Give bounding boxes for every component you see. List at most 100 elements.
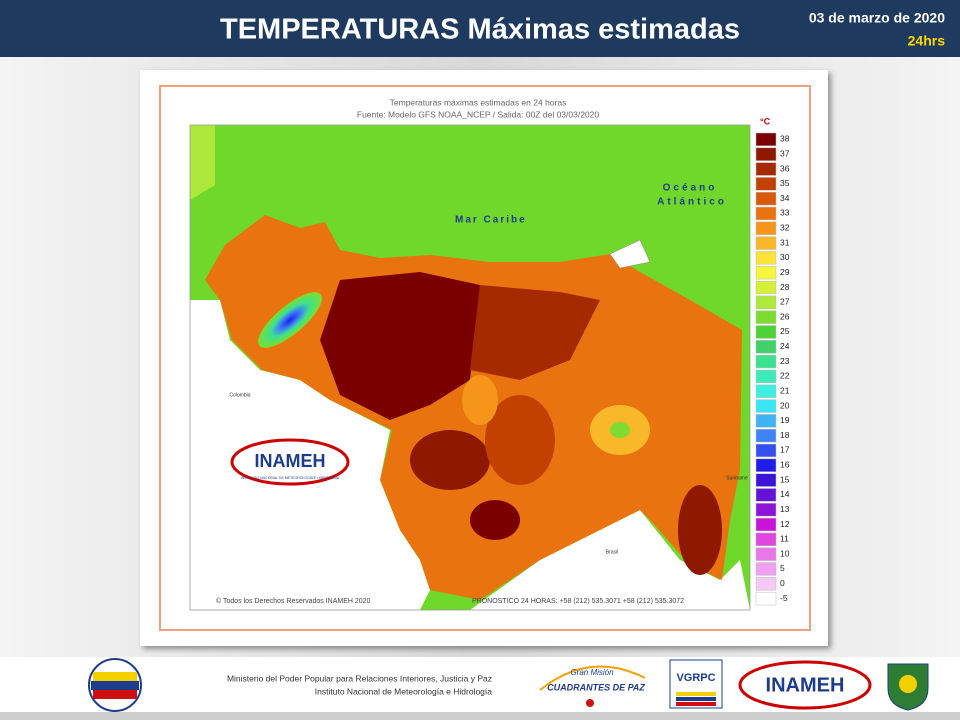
legend-swatch xyxy=(755,473,777,487)
country-label: Colombia xyxy=(229,392,250,398)
legend-swatch xyxy=(755,206,777,221)
footer-institute: Instituto Nacional de Meteorología e Hid… xyxy=(315,686,492,696)
legend-label: 29 xyxy=(780,267,790,277)
logo-text: INAMEH xyxy=(255,451,326,471)
legend-swatch xyxy=(755,147,777,161)
hot-zone xyxy=(410,430,490,490)
footer-logo-inameh: INAMEH xyxy=(738,660,872,710)
copyright: © Todos los Derechos Reservados INAMEH 2… xyxy=(216,597,371,605)
legend-swatch xyxy=(755,591,777,606)
legend-swatch xyxy=(755,251,777,265)
legend-swatch xyxy=(755,354,777,369)
legend-swatch xyxy=(755,443,777,458)
legend-label: 25 xyxy=(780,326,790,336)
legend-swatch xyxy=(755,429,777,443)
map-frame xyxy=(159,85,811,631)
legend-swatch xyxy=(755,414,777,428)
legend-label: 34 xyxy=(780,193,790,203)
logo-text: VGRPC xyxy=(676,672,715,684)
legend-label: -5 xyxy=(780,593,788,603)
hot-zone xyxy=(470,500,520,540)
legend-swatch xyxy=(755,236,777,250)
sea-label: Océano xyxy=(663,183,718,194)
map-logo: INAMEH INSTITUTO NACIONAL DE METEOROLOGÍ… xyxy=(230,438,350,486)
legend-label: 28 xyxy=(780,282,790,292)
logo-ring xyxy=(738,660,872,710)
legend-label: 31 xyxy=(780,237,790,247)
legend-label: 35 xyxy=(780,178,790,188)
logo-text: INAMEH xyxy=(766,674,845,696)
legend-label: 16 xyxy=(780,460,790,470)
legend-swatch xyxy=(755,503,777,517)
header-bar xyxy=(0,0,960,57)
legend-label: 18 xyxy=(780,430,790,440)
hot-zone xyxy=(485,395,555,485)
legend-label: 27 xyxy=(780,297,790,307)
legend-label: 32 xyxy=(780,223,790,233)
legend-label: 0 xyxy=(780,578,785,588)
legend-swatch xyxy=(755,369,777,384)
forecast-contact: PRONOSTICO 24 HORAS: +58 (212) 535.3071 … xyxy=(472,598,684,605)
logo-stripe xyxy=(676,692,716,696)
legend: 38 37 36 35 34 33 32 31 30 29 28 27 26 25 24 23 22 21 20 19… xyxy=(755,132,790,606)
logo-arc xyxy=(539,665,646,691)
shield-emblem xyxy=(899,675,917,693)
legend-swatch xyxy=(755,488,777,502)
map-subtitle: Fuente: Modelo GFS NOAA_NCEP / Salida: 0… xyxy=(357,109,600,119)
legend-label: 13 xyxy=(780,504,790,514)
map-title: Temperaturas máximas estimadas en 24 hor… xyxy=(390,97,567,107)
legend-label: 23 xyxy=(780,356,790,366)
legend-swatch xyxy=(755,547,777,561)
flag-red xyxy=(93,690,137,699)
flag-yellow xyxy=(93,672,137,681)
map: Mar Caribe Océano Atlántico Brasil Surin… xyxy=(190,125,750,610)
hot-zone xyxy=(678,485,722,575)
footer-ministry: Ministerio del Poder Popular para Relaci… xyxy=(227,673,492,683)
legend-swatch xyxy=(755,266,777,280)
legend-unit: °C xyxy=(760,116,771,126)
legend-label: 11 xyxy=(780,534,789,544)
country-label: Suriname xyxy=(726,475,748,481)
legend-label: 38 xyxy=(780,134,790,144)
legend-label: 10 xyxy=(780,548,790,558)
land-out-south xyxy=(470,510,750,610)
legend-swatch xyxy=(755,384,777,398)
trinidad xyxy=(609,239,651,269)
legend-swatch xyxy=(755,458,777,472)
legend-label: 36 xyxy=(780,163,790,173)
legend-label: 5 xyxy=(780,563,785,573)
legend-swatch xyxy=(755,280,777,295)
logo-text: Gran Misión xyxy=(570,668,614,677)
logo-stripe xyxy=(676,697,716,701)
legend-label: 20 xyxy=(780,400,790,410)
andes xyxy=(258,292,322,348)
legend-label: 15 xyxy=(780,474,790,484)
legend-swatch xyxy=(755,325,777,339)
legend-label: 37 xyxy=(780,148,790,158)
legend-swatch xyxy=(755,177,777,191)
hot-zone xyxy=(320,272,480,420)
legend-swatch xyxy=(755,399,777,413)
cool-zone xyxy=(610,422,630,438)
legend-label: 12 xyxy=(780,519,790,529)
legend-swatch xyxy=(755,132,777,147)
legend-label: 30 xyxy=(780,252,790,262)
logo-ring xyxy=(230,438,350,486)
legend-swatch xyxy=(755,192,777,206)
warm-zone xyxy=(462,375,498,425)
legend-label: 22 xyxy=(780,371,790,381)
footer-logo-vgrpc: VGRPC xyxy=(669,659,723,709)
legend-swatch xyxy=(755,221,777,235)
legend-label: 26 xyxy=(780,311,790,321)
sea-label: Mar Caribe xyxy=(455,215,527,226)
sea-label: Atlántico xyxy=(657,197,727,208)
legend-label: 21 xyxy=(780,385,790,395)
legend-swatch xyxy=(755,340,777,354)
legend-label: 19 xyxy=(780,415,790,425)
header-date: 03 de marzo de 2020 xyxy=(809,10,945,26)
footer-logo-gov xyxy=(88,658,142,712)
legend-swatch xyxy=(755,562,777,576)
